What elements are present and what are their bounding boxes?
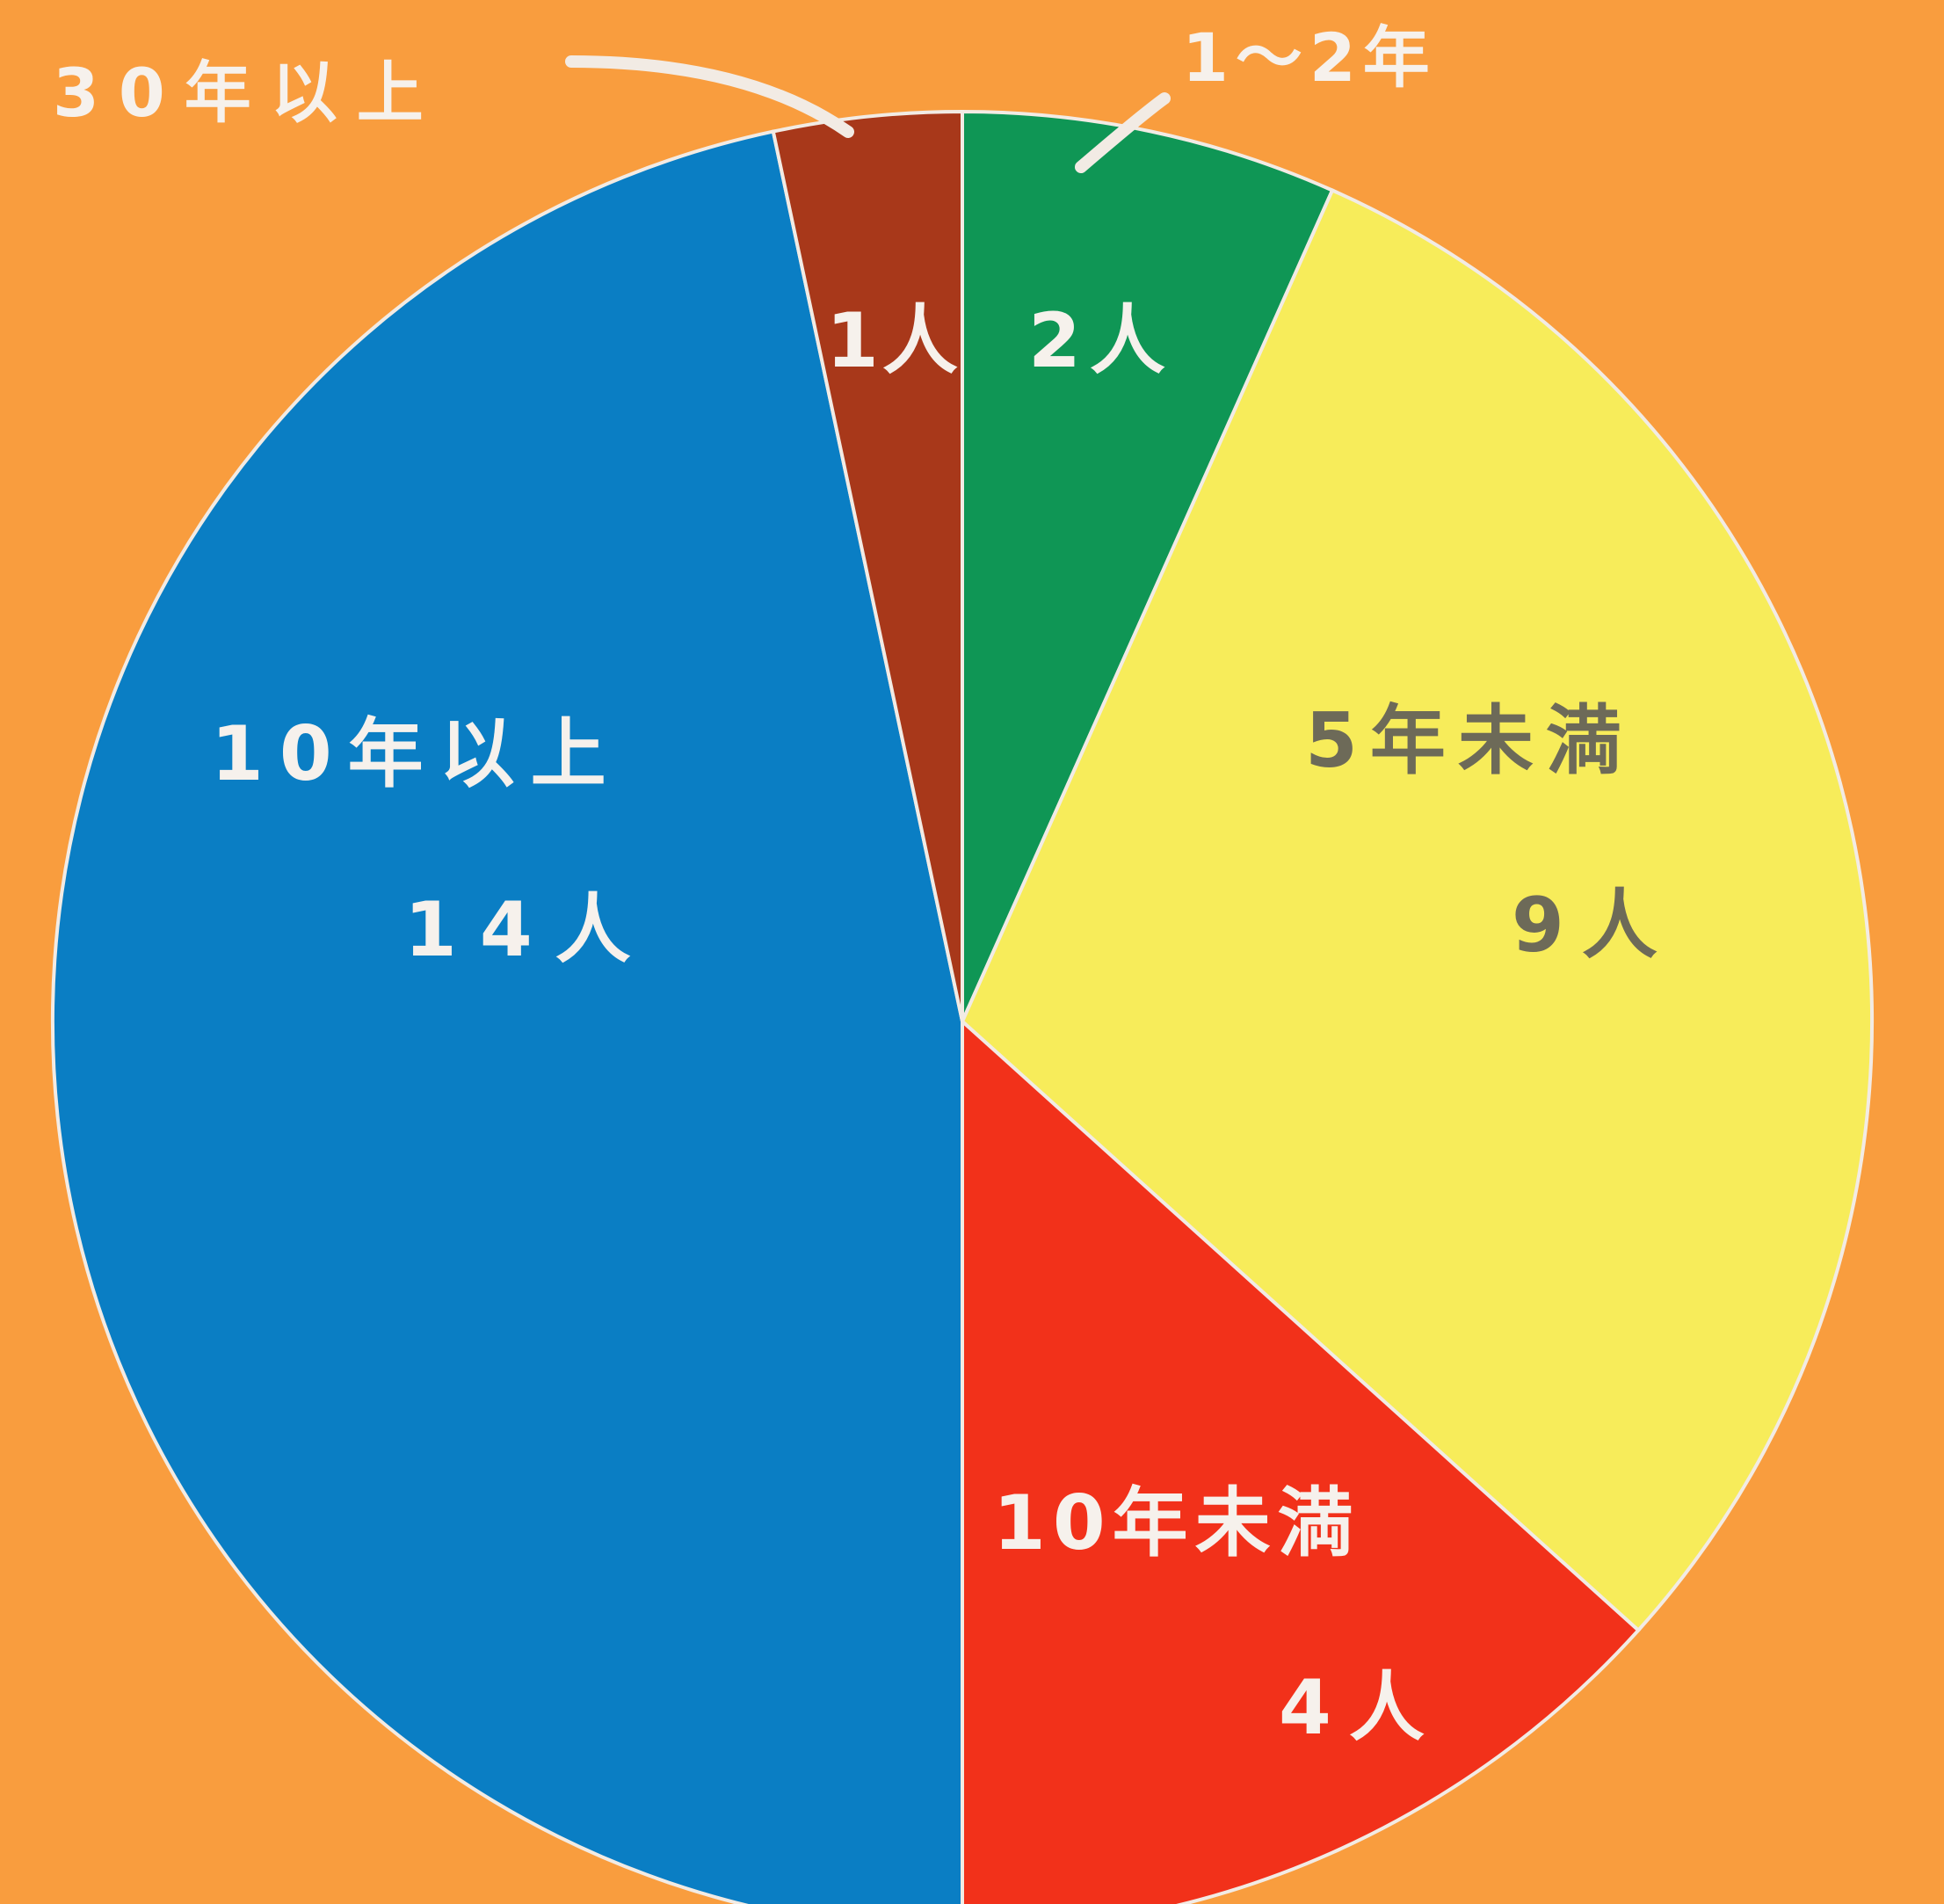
slice-category-5-years: 5年未満 xyxy=(1305,697,1634,785)
slice-count-10-years-under: 4人 xyxy=(1279,1664,1442,1752)
pie-slice-1 xyxy=(960,187,1875,1633)
slice-count-30-years: 1人 xyxy=(826,297,961,385)
leader-line-1-2-years xyxy=(1075,92,1171,173)
slice-count-5-years: 9人 xyxy=(1512,882,1675,970)
slice-category-1-2-years: 1～2年 xyxy=(1182,18,1437,97)
slice-count-10-years-over: 14人 xyxy=(404,886,654,974)
slice-category-10-years-over: 10年以上 xyxy=(211,710,622,798)
pie-slice-2 xyxy=(961,1017,1642,1904)
slice-category-30-years: 30年以上 xyxy=(53,54,443,132)
slice-count-1-2-years: 2人 xyxy=(1028,297,1174,385)
leader-line-30-years xyxy=(565,55,854,138)
pie-slice-3 xyxy=(50,129,964,1904)
slice-category-10-years-under: 10年未満 xyxy=(993,1479,1360,1567)
pie-slice-4 xyxy=(771,109,964,1022)
pie-slice-0 xyxy=(961,109,1335,1022)
